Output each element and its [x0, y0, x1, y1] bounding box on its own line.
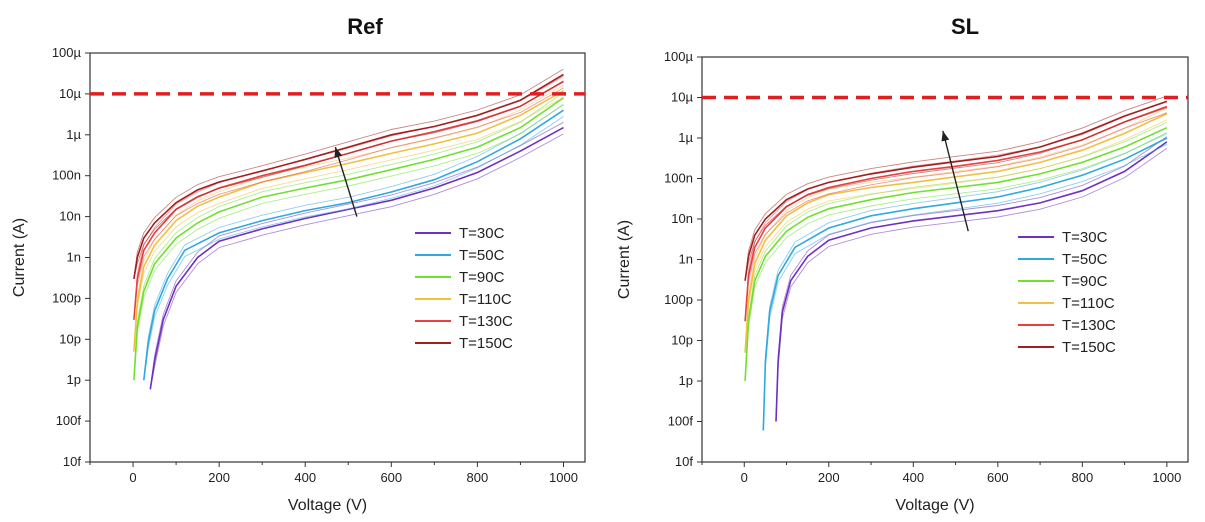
x-tick-label: 400 [902, 470, 924, 485]
x-tick-label: 0 [741, 470, 748, 485]
series-trace-t-30c [149, 133, 564, 390]
sl-chart: SL 0 200 400 600 800 1000 100µ 10µ 1µ 100n 10n 1n 100… [616, 14, 1189, 514]
y-tick-label: 10f [63, 454, 81, 469]
y-tick-label: 100p [664, 292, 693, 307]
y-tick-label: 100n [664, 171, 693, 186]
x-tick-label: 600 [380, 470, 402, 485]
trend-arrow-head [334, 147, 343, 158]
series-trace-t-30c [149, 121, 564, 390]
x-axis-title: Voltage (V) [288, 497, 367, 514]
series-trace-t-130c [744, 112, 1168, 322]
series-trace-t-50c [143, 104, 564, 381]
series-line-t-90c [744, 126, 1168, 382]
series-line-t-150c [133, 73, 564, 280]
x-tick-label: 200 [208, 470, 230, 485]
sl-panel: SL 0 200 400 600 800 1000 100µ 10µ 1µ 100n 10n 1n 100… [605, 0, 1205, 522]
y-tick-label: 10µ [671, 90, 693, 105]
trend-arrow-head [941, 130, 950, 142]
y-tick-label: 10µ [59, 86, 81, 101]
series-trace-t-110c [133, 84, 564, 352]
series-trace-t-90c [133, 92, 564, 381]
x-axis-title: Voltage (V) [895, 497, 974, 514]
plot-frame [701, 56, 1189, 463]
y-tick-label: 10n [671, 211, 693, 226]
legend-label-t-150c: T=150C [1062, 339, 1116, 356]
series-trace-t-90c [133, 103, 564, 381]
series-trace-t-150c [744, 95, 1168, 281]
x-tick-label: 200 [818, 470, 840, 485]
series-trace-t-150c [133, 68, 564, 279]
ref-chart: Ref 0 200 400 600 800 1000 100µ 10µ 1µ 100n 10n 1n 10… [11, 14, 586, 514]
legend-label-t-130c: T=130C [1062, 317, 1116, 334]
legend-label-t-110c: T=110C [459, 291, 512, 308]
series-trace-t-130c [133, 87, 564, 320]
series-trace-t-30c [775, 147, 1168, 422]
chart-title: Ref [347, 14, 383, 39]
y-tick-label: 10p [59, 331, 81, 346]
y-axis-title: Current (A) [616, 220, 633, 299]
series-trace-t-150c [744, 107, 1168, 281]
y-tick-label: 1n [679, 252, 693, 267]
series-line-t-90c [133, 97, 564, 381]
series-line-t-150c [744, 100, 1168, 281]
y-tick-label: 100f [668, 414, 694, 429]
legend-label-t-30c: T=30C [459, 225, 505, 242]
series-trace-t-90c [744, 133, 1168, 382]
y-tick-label: 1µ [678, 130, 693, 145]
plot-area [133, 68, 564, 390]
series-trace-t-30c [775, 136, 1168, 422]
trend-arrow-shaft [942, 130, 969, 232]
legend-label-t-90c: T=90C [459, 269, 505, 286]
plot-area [744, 95, 1168, 431]
legend-label-t-110c: T=110C [1062, 295, 1115, 312]
ref-panel: Ref 0 200 400 600 800 1000 100µ 10µ 1µ 100n 10n 1n 10… [0, 0, 600, 522]
chart-title: SL [951, 14, 979, 39]
y-axis-title: Current (A) [11, 218, 28, 297]
x-tick-label: 800 [1071, 470, 1093, 485]
legend-label-t-50c: T=50C [1062, 251, 1108, 268]
legend-label-t-30c: T=30C [1062, 229, 1108, 246]
x-tick-label: 1000 [549, 470, 578, 485]
trend-arrow-shaft [334, 146, 358, 217]
y-tick-label: 10n [59, 209, 81, 224]
x-tick-label: 0 [129, 470, 136, 485]
series-line-t-130c [133, 80, 564, 320]
series-line-t-110c [744, 112, 1168, 353]
series-trace-t-50c [762, 143, 1168, 431]
y-tick-label: 100µ [664, 49, 694, 64]
x-tick-label: 1000 [1152, 470, 1181, 485]
y-tick-label: 100µ [52, 45, 82, 60]
y-tick-label: 10f [675, 454, 693, 469]
legend-label-t-130c: T=130C [459, 313, 513, 330]
y-tick-label: 10p [671, 333, 693, 348]
y-tick-label: 1p [67, 372, 81, 387]
y-tick-label: 1p [679, 373, 693, 388]
legend-label-t-150c: T=150C [459, 335, 513, 352]
series-line-t-30c [149, 126, 564, 390]
series-trace-t-110c [133, 96, 564, 352]
y-tick-label: 100n [52, 168, 81, 183]
legend-label-t-90c: T=90C [1062, 273, 1108, 290]
series-trace-t-50c [762, 132, 1168, 431]
x-tick-label: 400 [294, 470, 316, 485]
x-tick-label: 800 [467, 470, 489, 485]
y-tick-label: 100f [56, 413, 82, 428]
legend-label-t-50c: T=50C [459, 247, 505, 264]
series-trace-t-110c [744, 119, 1168, 353]
series-trace-t-50c [143, 116, 564, 381]
series-trace-t-110c [744, 107, 1168, 353]
y-tick-label: 100p [52, 290, 81, 305]
series-trace-t-150c [133, 80, 564, 279]
series-line-t-30c [775, 141, 1168, 422]
series-line-t-50c [143, 109, 564, 381]
y-tick-label: 1n [67, 250, 81, 265]
series-line-t-50c [762, 137, 1168, 431]
x-tick-label: 600 [987, 470, 1009, 485]
y-tick-label: 1µ [66, 127, 81, 142]
